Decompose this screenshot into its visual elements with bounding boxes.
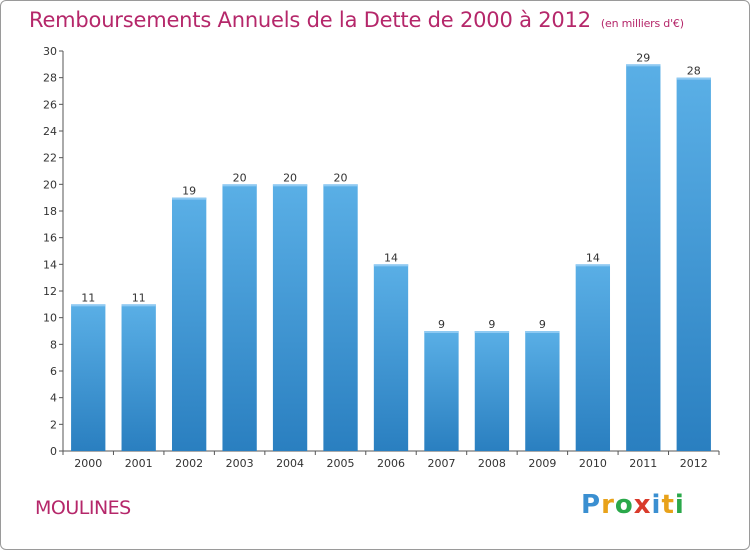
y-tick-label: 8 xyxy=(50,338,57,351)
logo-letter: x xyxy=(633,490,652,520)
y-tick-label: 10 xyxy=(43,312,57,325)
x-tick-label: 2008 xyxy=(478,457,506,470)
value-label: 20 xyxy=(233,171,247,184)
value-label: 11 xyxy=(132,291,146,304)
bar xyxy=(171,197,207,451)
y-tick-label: 16 xyxy=(43,232,57,245)
x-tick-label: 2000 xyxy=(74,457,102,470)
y-tick-label: 26 xyxy=(43,98,57,111)
logo-letter: r xyxy=(601,490,615,520)
value-label: 9 xyxy=(539,318,546,331)
x-tick-label: 2011 xyxy=(629,457,657,470)
logo-letter: i xyxy=(674,490,685,520)
x-tick-label: 2003 xyxy=(226,457,254,470)
x-tick-label: 2007 xyxy=(427,457,455,470)
x-tick-label: 2005 xyxy=(327,457,355,470)
x-tick-label: 2002 xyxy=(175,457,203,470)
value-label: 29 xyxy=(636,51,650,64)
bar-highlight xyxy=(474,331,510,333)
bar-highlight xyxy=(71,304,106,307)
proxiti-logo: Proxiti xyxy=(581,490,685,520)
y-tick-label: 22 xyxy=(43,152,57,165)
logo-letter: t xyxy=(661,490,675,520)
bar-highlight xyxy=(171,197,207,200)
y-tick-label: 18 xyxy=(43,205,57,218)
bar xyxy=(323,184,358,452)
chart-subtitle: (en milliers d'€) xyxy=(600,17,684,30)
bar-highlight xyxy=(222,184,257,187)
value-label: 28 xyxy=(687,65,701,78)
bar xyxy=(71,304,106,451)
x-tick-label: 2010 xyxy=(579,457,607,470)
value-label: 20 xyxy=(334,171,348,184)
bar xyxy=(424,331,459,451)
bar-highlight xyxy=(272,184,308,187)
value-label: 11 xyxy=(81,291,95,304)
x-tick-label: 2001 xyxy=(125,457,153,470)
y-tick-label: 30 xyxy=(43,45,57,58)
value-label: 19 xyxy=(182,185,196,198)
bar-highlight xyxy=(626,64,661,67)
x-tick-label: 2006 xyxy=(377,457,405,470)
y-tick-label: 4 xyxy=(50,392,57,405)
x-tick-label: 2009 xyxy=(528,457,556,470)
x-tick-label: 2012 xyxy=(680,457,708,470)
value-label: 14 xyxy=(384,251,398,264)
bar-highlight xyxy=(323,184,358,187)
y-tick-label: 12 xyxy=(43,285,57,298)
logo-letter: i xyxy=(651,490,662,520)
y-tick-label: 0 xyxy=(50,445,57,458)
bar-highlight xyxy=(575,264,611,267)
commune-name: MOULINES xyxy=(35,497,131,519)
bar-highlight xyxy=(424,331,459,333)
value-label: 20 xyxy=(283,171,297,184)
x-tick-label: 2004 xyxy=(276,457,304,470)
bar-highlight xyxy=(525,331,560,333)
bar xyxy=(474,331,510,451)
bar-highlight xyxy=(676,77,711,80)
bar xyxy=(222,184,257,452)
bar xyxy=(373,264,409,451)
y-tick-label: 14 xyxy=(43,258,57,271)
bars xyxy=(71,64,711,452)
value-labels: 11 11 19 20 20 20 14 9 9 9 14 29 28 xyxy=(81,51,701,331)
y-tick-label: 6 xyxy=(50,365,57,378)
bar xyxy=(676,77,711,452)
bar-highlight xyxy=(373,264,409,267)
value-label: 9 xyxy=(438,318,445,331)
bar xyxy=(121,304,156,451)
value-label: 14 xyxy=(586,251,600,264)
bar xyxy=(626,64,661,452)
y-tick-label: 20 xyxy=(43,178,57,191)
y-tick-label: 2 xyxy=(50,418,57,431)
logo-letter: o xyxy=(614,490,634,520)
bar xyxy=(272,184,308,452)
chart-title: Remboursements Annuels de la Dette de 20… xyxy=(29,8,684,32)
logo-letter: P xyxy=(581,490,602,520)
y-tick-label: 28 xyxy=(43,72,57,85)
bar xyxy=(525,331,560,451)
value-label: 9 xyxy=(488,318,495,331)
y-tick-label: 24 xyxy=(43,125,57,138)
bar-highlight xyxy=(121,304,156,307)
chart-title-text: Remboursements Annuels de la Dette de 20… xyxy=(29,8,591,32)
bar xyxy=(575,264,611,451)
